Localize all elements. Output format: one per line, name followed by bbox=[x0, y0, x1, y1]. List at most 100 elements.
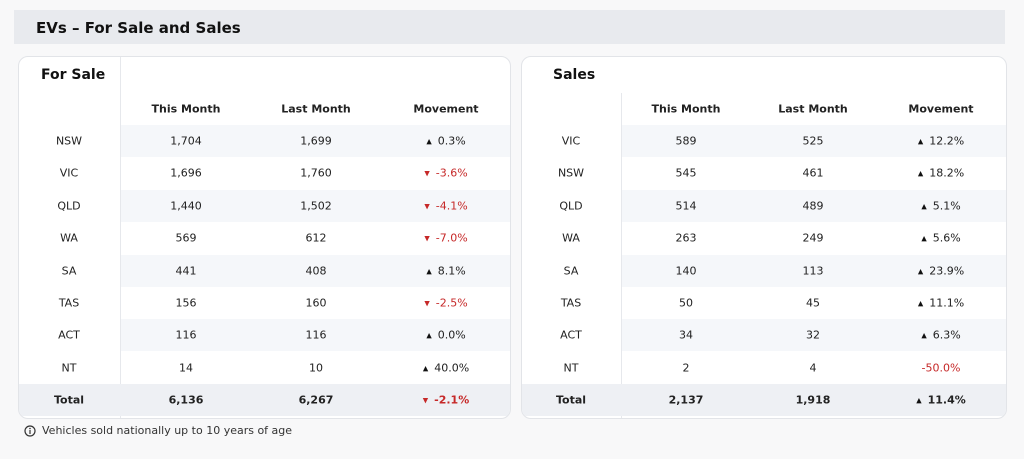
cell-value: ▲ 11.4% bbox=[916, 393, 966, 407]
row-band bbox=[121, 254, 510, 287]
row-label: QLD bbox=[559, 199, 583, 213]
row-label: WA bbox=[562, 231, 580, 245]
column-header: Last Month bbox=[281, 102, 351, 116]
trend-arrow: ▲ bbox=[917, 299, 924, 308]
trend-arrow: ▲ bbox=[917, 137, 924, 146]
row-label: VIC bbox=[561, 134, 581, 148]
cell-value: -50.0% bbox=[921, 361, 961, 375]
cell-value: 1,760 bbox=[300, 166, 332, 180]
trend-arrow: ▼ bbox=[424, 202, 430, 211]
cell-value: ▲ 12.2% bbox=[917, 134, 965, 148]
trend-arrow: ▼ bbox=[424, 299, 430, 308]
cell-value: 156 bbox=[175, 296, 197, 310]
cell-value: 6,267 bbox=[298, 393, 334, 407]
total-band bbox=[19, 384, 510, 417]
row-label: NT bbox=[563, 361, 579, 375]
row-label: Total bbox=[53, 393, 85, 407]
trend-arrow: ▼ bbox=[422, 396, 429, 405]
cell-value: 545 bbox=[675, 166, 697, 180]
cell-value: 2,137 bbox=[668, 393, 704, 407]
trend-arrow: ▲ bbox=[921, 202, 927, 211]
cell-value: ▲ 18.2% bbox=[917, 166, 965, 180]
cell-value: 6,136 bbox=[168, 393, 204, 407]
cell-value: 116 bbox=[175, 328, 197, 342]
cell-value: 116 bbox=[305, 328, 327, 342]
divider bbox=[621, 93, 622, 418]
trend-arrow: ▲ bbox=[916, 396, 922, 405]
cell-value: 408 bbox=[305, 264, 327, 278]
page-title: EVs – For Sale and Sales bbox=[36, 19, 241, 37]
cell-value: 1,699 bbox=[300, 134, 332, 148]
cell-value: 489 bbox=[802, 199, 824, 213]
cell-value: ▲ 0.3% bbox=[426, 134, 466, 148]
trend-arrow: ▲ bbox=[917, 169, 924, 178]
cell-value: ▲ 11.1% bbox=[917, 296, 965, 310]
cell-value: 1,696 bbox=[170, 166, 202, 180]
cell-value: 263 bbox=[675, 231, 697, 245]
trend-arrow: ▼ bbox=[424, 234, 430, 243]
row-band bbox=[622, 254, 1006, 287]
cell-value: 441 bbox=[175, 264, 197, 278]
cell-value: 1,440 bbox=[170, 199, 202, 213]
cell-value: 113 bbox=[802, 264, 824, 278]
cell-value: ▲ 5.1% bbox=[921, 199, 961, 213]
cell-value: 1,704 bbox=[170, 134, 202, 148]
row-band bbox=[121, 189, 510, 222]
trend-arrow: ▲ bbox=[422, 364, 429, 373]
row-label: SA bbox=[563, 264, 579, 278]
divider bbox=[120, 57, 121, 418]
cell-value: ▲ 0.0% bbox=[426, 328, 466, 342]
cell-value: 1,918 bbox=[795, 393, 831, 407]
footnote: Vehicles sold nationally up to 10 years … bbox=[42, 424, 293, 437]
trend-arrow: ▲ bbox=[426, 137, 432, 146]
sales-card: Sales This Month Last Month Movement VIC 589 5… bbox=[521, 56, 1007, 419]
cell-value: 514 bbox=[675, 199, 697, 213]
cell-value: 34 bbox=[679, 328, 693, 342]
trend-arrow: ▲ bbox=[921, 331, 927, 340]
row-label: ACT bbox=[560, 328, 582, 342]
table-title: Sales bbox=[553, 67, 596, 83]
for-sale-card: For Sale This Month Last Month Movement NSW 1… bbox=[18, 56, 511, 419]
trend-arrow: ▲ bbox=[921, 234, 927, 243]
info-icon bbox=[24, 425, 36, 437]
row-label: SA bbox=[61, 264, 77, 278]
cell-value: 32 bbox=[806, 328, 820, 342]
cell-value: 612 bbox=[305, 231, 327, 245]
row-label: NSW bbox=[55, 134, 83, 148]
column-header: Last Month bbox=[778, 102, 848, 116]
row-band bbox=[622, 125, 1006, 157]
row-label: ACT bbox=[58, 328, 80, 342]
title-bar: EVs – For Sale and Sales bbox=[14, 10, 1005, 44]
cell-value: 2 bbox=[682, 361, 690, 375]
cell-value: 589 bbox=[675, 134, 697, 148]
total-band bbox=[522, 384, 1006, 417]
cell-value: ▼ -2.1% bbox=[422, 393, 470, 407]
row-label: NT bbox=[61, 361, 77, 375]
row-label: NSW bbox=[557, 166, 585, 180]
row-label: TAS bbox=[58, 296, 80, 310]
cell-value: ▲ 5.6% bbox=[921, 231, 961, 245]
cell-value: 45 bbox=[806, 296, 820, 310]
cell-value: ▲ 6.3% bbox=[921, 328, 961, 342]
cell-value: 1,502 bbox=[300, 199, 332, 213]
row-label: QLD bbox=[57, 199, 81, 213]
row-band bbox=[121, 319, 510, 352]
cell-value: 50 bbox=[679, 296, 693, 310]
trend-arrow: ▲ bbox=[426, 267, 432, 276]
column-header: Movement bbox=[908, 102, 974, 116]
column-header: This Month bbox=[151, 102, 221, 116]
cell-value: ▼ -2.5% bbox=[424, 296, 468, 310]
cell-value: 140 bbox=[675, 264, 697, 278]
cell-value: 14 bbox=[179, 361, 193, 375]
row-band bbox=[622, 319, 1006, 352]
cell-value: 461 bbox=[802, 166, 824, 180]
cell-value: ▲ 8.1% bbox=[426, 264, 466, 278]
column-header: This Month bbox=[651, 102, 721, 116]
cell-value: 10 bbox=[309, 361, 323, 375]
row-label: WA bbox=[60, 231, 78, 245]
table-title: For Sale bbox=[41, 67, 106, 83]
row-band bbox=[622, 189, 1006, 222]
trend-arrow: ▲ bbox=[426, 331, 432, 340]
cell-value: ▲ 23.9% bbox=[917, 264, 965, 278]
